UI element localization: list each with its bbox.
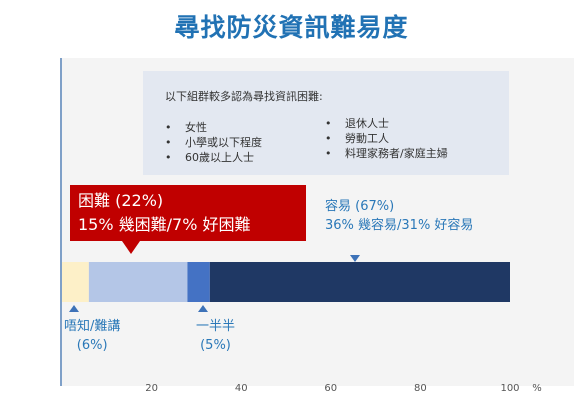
x-tick-label: 80 (414, 383, 427, 394)
x-unit-label: % (532, 383, 542, 394)
x-tick-label: 40 (235, 383, 248, 394)
note-item-label: 退休人士 (345, 117, 389, 130)
note-item: • 退休人士 (325, 116, 448, 131)
note-item: • 勞動工人 (325, 131, 448, 146)
difficult-callout: 困難 (22%) 15% 幾困難/7% 好困難 (70, 185, 306, 241)
half-label: 一半半 (5%) (196, 317, 235, 355)
bar-segment-half (187, 262, 210, 302)
note-item-label: 60歲以上人士 (185, 151, 254, 164)
half-marker-icon (198, 305, 208, 312)
bullet-icon: • (165, 151, 172, 164)
bar-segment-dont-know (62, 262, 89, 302)
x-tick-label: 60 (324, 383, 337, 394)
note-title: 以下組群較多認為尋找資訊困難: (165, 90, 323, 103)
dont-know-label-line-1: 唔知/難講 (64, 319, 121, 334)
note-item: • 小學或以下程度 (165, 135, 262, 150)
easy-label-line-2: 36% 幾容易/31% 好容易 (325, 218, 474, 233)
bullet-icon: • (165, 136, 172, 149)
page-title: 尋找防災資訊難易度 (174, 13, 409, 42)
dont-know-label: 唔知/難講 (6%) (64, 317, 120, 355)
x-tick-label: 100 (500, 383, 519, 394)
callout-line-1: 困難 (22%) (78, 191, 164, 210)
note-box (143, 71, 509, 175)
half-label-line-2: (5%) (200, 338, 231, 353)
y-axis-line (60, 58, 62, 386)
easy-marker-icon (350, 255, 360, 262)
note-list-right: • 退休人士 • 勞動工人 • 料理家務者/家庭主婦 (325, 116, 448, 161)
note-item: • 女性 (165, 120, 262, 135)
note-item: • 60歲以上人士 (165, 150, 262, 165)
easy-label-line-1: 容易 (67%) (325, 199, 395, 214)
callout-line-2: 15% 幾困難/7% 好困難 (78, 215, 251, 234)
bullet-icon: • (325, 147, 332, 160)
dont-know-marker-icon (69, 305, 79, 312)
bar-segment-easy (209, 262, 510, 302)
note-list-left: • 女性 • 小學或以下程度 • 60歲以上人士 (165, 120, 262, 165)
bullet-icon: • (165, 121, 172, 134)
bullet-icon: • (325, 117, 332, 130)
callout-pointer-icon (122, 241, 140, 254)
bullet-icon: • (325, 132, 332, 145)
note-item-label: 料理家務者/家庭主婦 (345, 147, 448, 160)
half-label-line-1: 一半半 (196, 319, 236, 334)
x-tick-label: 20 (145, 383, 158, 394)
note-item-label: 女性 (185, 121, 207, 134)
note-item-label: 勞動工人 (345, 132, 389, 145)
bar-segment-difficult (88, 262, 188, 302)
note-item-label: 小學或以下程度 (185, 136, 262, 149)
note-item: • 料理家務者/家庭主婦 (325, 146, 448, 161)
dont-know-label-line-2: (6%) (76, 338, 108, 353)
easy-label: 容易 (67%) 36% 幾容易/31% 好容易 (325, 197, 473, 235)
